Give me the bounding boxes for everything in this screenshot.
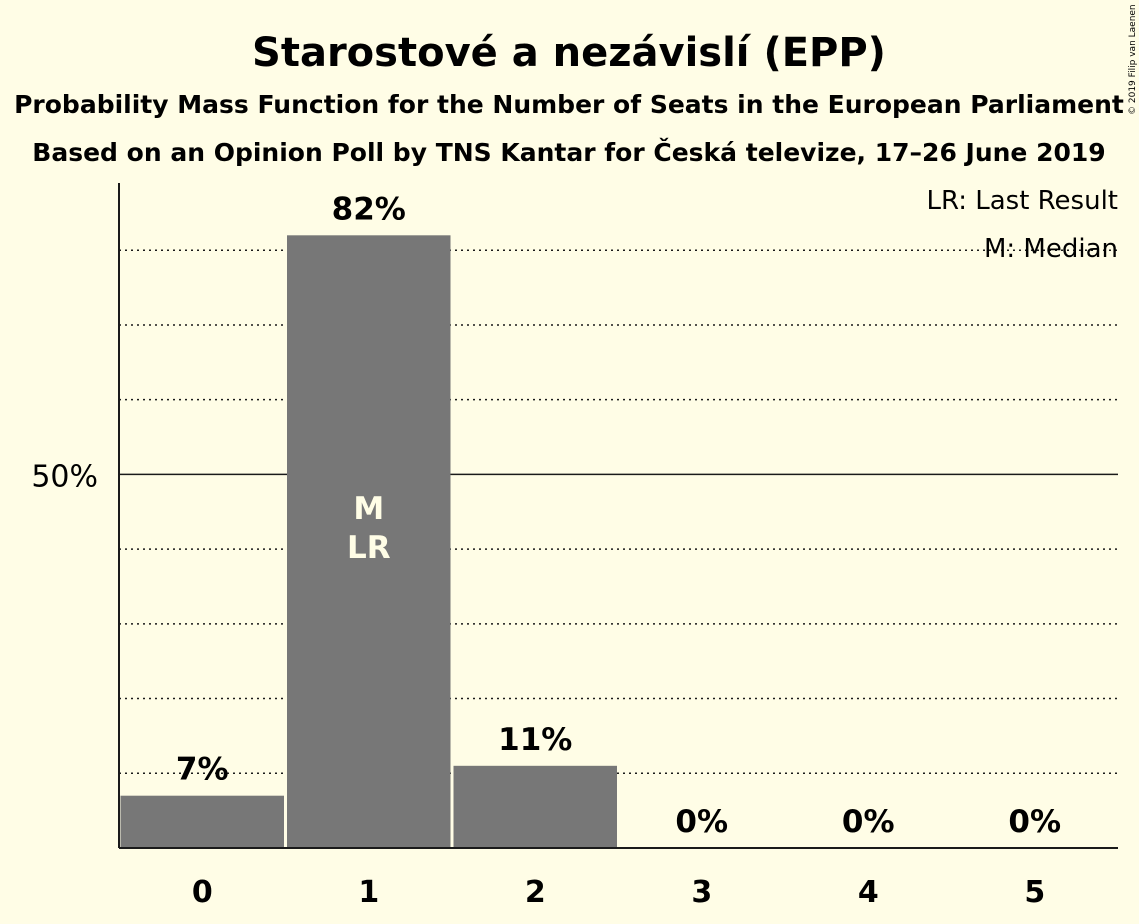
x-tick-1: 1 — [358, 875, 379, 910]
data-label-1: 82% — [332, 191, 406, 227]
bar-markers: MLR — [347, 491, 391, 566]
chart-subtitle-1: Probability Mass Function for the Number… — [14, 90, 1124, 119]
x-tick-5: 5 — [1024, 875, 1045, 910]
x-tick-0: 0 — [192, 875, 213, 910]
x-tick-3: 3 — [691, 875, 712, 910]
marker-lr: LR — [347, 530, 391, 566]
data-label-4: 0% — [842, 804, 895, 840]
data-label-3: 0% — [675, 804, 728, 840]
axes — [118, 183, 1118, 849]
x-tick-labels: 0 1 2 3 4 5 — [192, 875, 1045, 910]
x-tick-2: 2 — [525, 875, 546, 910]
bar-1 — [287, 235, 451, 849]
x-tick-4: 4 — [858, 875, 879, 910]
legend-item-last-result: LR: Last Result — [926, 186, 1118, 216]
copyright-text: © 2019 Filip van Laenen — [1128, 4, 1138, 115]
legend-item-median: M: Median — [984, 234, 1118, 264]
data-labels: 7% 82% 11% 0% 0% 0% — [176, 191, 1061, 840]
grid-lines — [119, 249, 1118, 775]
data-label-0: 7% — [176, 752, 229, 788]
data-label-2: 11% — [498, 722, 572, 758]
bar-0 — [120, 795, 284, 848]
bars — [120, 235, 617, 849]
data-label-5: 0% — [1008, 804, 1061, 840]
y-tick-50: 50% — [31, 459, 98, 494]
bar-2 — [453, 765, 617, 848]
chart-subtitle-2: Based on an Opinion Poll by TNS Kantar f… — [32, 137, 1105, 167]
y-tick-labels: 50% — [31, 459, 98, 494]
marker-m: M — [353, 491, 384, 527]
chart-title: Starostové a nezávislí (EPP) — [252, 30, 886, 76]
